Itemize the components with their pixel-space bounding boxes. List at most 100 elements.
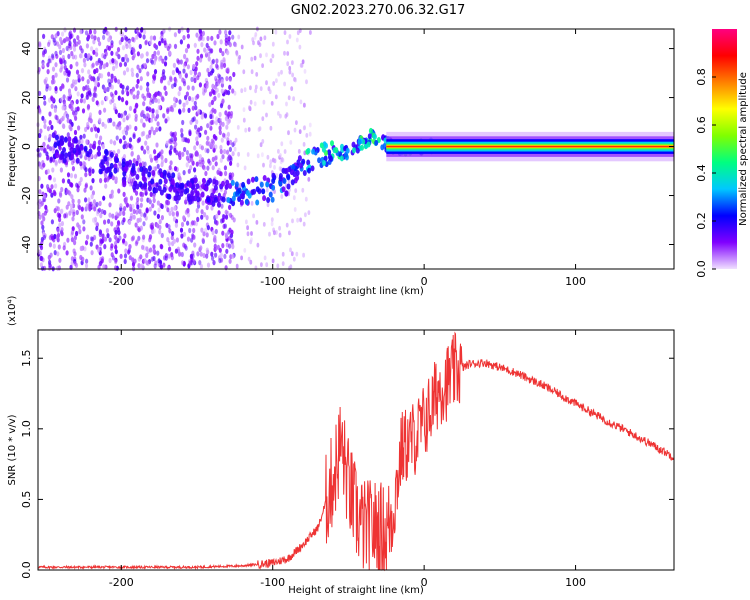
spectrogram-cell [70,256,74,262]
spectrogram-cell [128,255,132,261]
spectrogram-cell [301,59,305,65]
spectrogram-cell [100,73,104,79]
spectrogram-cell [287,95,291,101]
spectrogram-cell [297,149,301,154]
spectrogram-cell [208,91,213,97]
spectrogram-cell [273,230,276,236]
spectrogram-cell [79,144,84,151]
spectrogram-cell [133,258,137,264]
spectrogram-cell [127,39,131,45]
spectrogram-cell [208,102,212,108]
spectrogram-cell [270,196,275,203]
spectrogram-cell [97,247,101,253]
spectrogram-cell [70,83,74,89]
spectrogram-cell [83,145,88,152]
spectrogram-cell [67,136,72,143]
spectrogram-cell [120,36,124,43]
spectrogram-cell [212,89,216,95]
snr-y-tick-label: 1.0 [20,420,33,438]
spectrogram-cell [188,227,192,234]
spectrogram-cell [51,132,56,139]
spectrogram-cell [211,200,216,207]
spectrogram-cell [130,236,134,242]
spectrogram-cell [90,46,94,52]
spectrogram-cell [139,225,143,231]
spectrogram-cell [117,79,121,85]
spectrogram-cell [268,89,272,95]
spectrogram-cell [288,34,292,39]
spectrogram-cell [147,197,152,203]
spectrogram-cell [114,236,119,242]
spectrogram-cell [76,187,80,193]
spectrogram-cell [299,162,303,169]
spectrogram-cell [52,243,56,249]
spectrogram-cell [54,114,58,120]
spectrogram-cell [54,33,58,39]
spectrogram-cell [153,92,158,98]
spectrogram-cell [118,121,122,127]
spectrogram-cell [262,162,265,168]
spectrogram-cell [269,163,272,169]
spectrogram-cell [287,130,290,136]
spectrogram-cell [203,113,208,119]
spectrogram-cell [221,98,225,104]
spectrogram-cell [38,198,42,205]
spectrogram-cell [143,95,147,101]
spectrogram-cell [146,91,150,97]
spectrogram-cell [60,135,65,142]
colorbar-ticks: 0.0 0.2 0.4 0.6 0.8 [695,68,716,278]
spectrogram-cell [254,84,258,90]
spectrogram-cell [180,233,184,239]
spectrogram-cell [219,252,223,258]
spectrogram-cell [296,217,299,223]
spectrogram-cell [239,193,244,199]
spectrogram-cell [59,117,63,123]
spectrogram-cell [304,212,307,218]
spectrogram-cell [96,211,100,217]
spectrogram-cell [285,112,289,117]
spectrogram-cell [84,126,88,133]
spectrogram-cell [156,153,161,159]
spectrogram-cell [201,30,205,36]
spectrogram-cell [163,85,167,91]
spectrogram-cell [281,261,285,266]
spectrogram-cell [54,183,58,189]
spectrogram-cell [134,116,138,122]
spectrogram-cell [54,161,58,167]
spectrogram-cell [173,102,177,108]
spectrogram-cell [41,224,45,230]
spectrogram-cell [193,167,197,173]
spectrogram-cell [202,177,206,184]
spectrogram-cell [82,133,86,139]
spectrogram-cell [295,37,299,43]
spectrogram-cell [164,118,168,124]
spectrogram-cell [184,196,188,203]
spectrogram-cell [275,230,278,235]
spectrogram-frame [37,28,675,270]
spectrogram-cell [127,113,131,119]
spectrogram-cell [73,137,78,144]
spectrogram-cell [122,238,126,244]
spectrogram-cell [256,242,260,248]
spectrogram-cell [206,148,210,154]
spectrogram-cell [221,230,225,236]
spectrogram-cell [295,251,299,257]
spectrogram-cell [198,82,202,88]
spectrogram-cell [173,166,178,172]
spectrogram-cell [95,60,99,66]
spectrogram-cell [122,217,126,223]
spectrogram-cell [56,118,60,124]
spectrogram-cell [48,133,52,139]
spectrogram-cell [124,241,128,247]
spectrogram-cell [303,102,306,108]
spectrogram-cell [163,178,168,185]
spectrogram-cell [114,229,118,235]
spectrogram-cell [214,75,218,82]
spectrogram-cell [103,244,107,250]
spectrogram-cell [149,58,153,64]
spectrogram-cell [59,140,64,146]
spectrogram-cell [117,188,121,194]
spectrogram-cell [143,29,147,35]
spectrogram-cell [193,100,197,106]
